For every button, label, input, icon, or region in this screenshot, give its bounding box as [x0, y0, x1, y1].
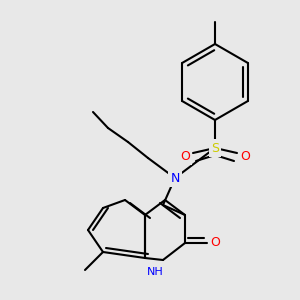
Text: O: O [240, 149, 250, 163]
Text: N: N [170, 172, 180, 184]
Text: O: O [210, 236, 220, 250]
Text: S: S [211, 142, 219, 154]
Text: NH: NH [147, 267, 164, 277]
Text: O: O [180, 149, 190, 163]
